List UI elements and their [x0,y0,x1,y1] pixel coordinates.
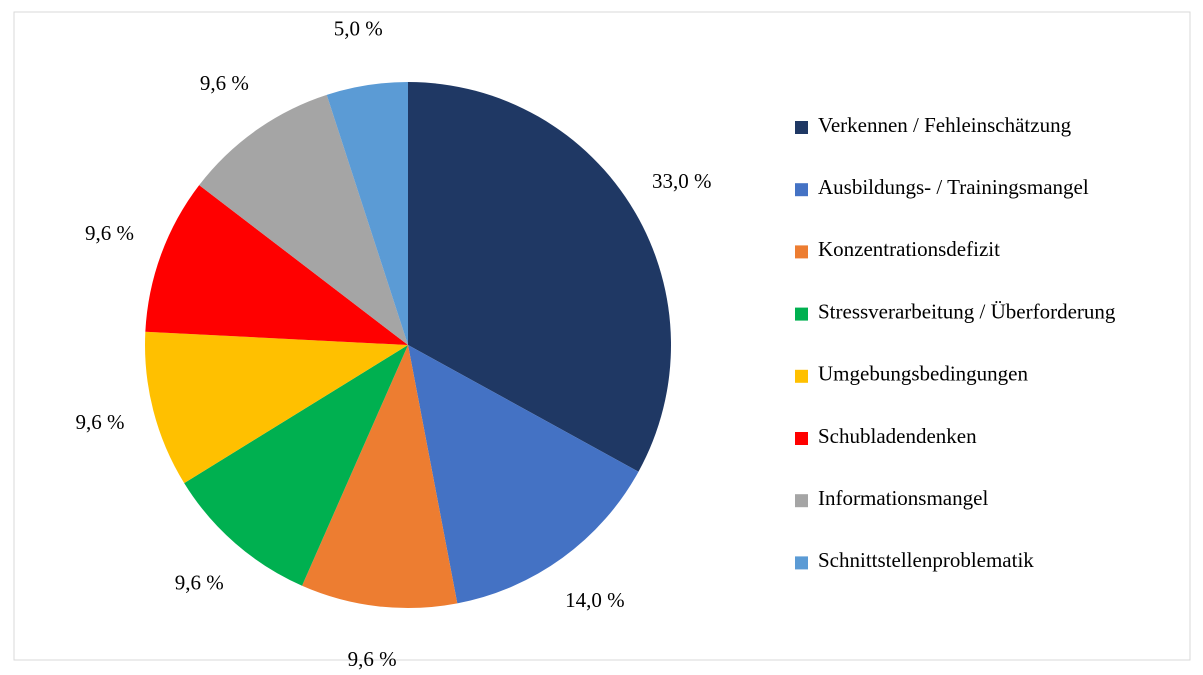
pie-slice [184,345,408,586]
pie-slice [199,94,408,346]
pie-slice [145,185,408,345]
legend-label: Umgebungsbedingungen [818,362,1028,386]
data-label: 9,6 % [348,647,397,670]
legend-swatch [795,245,808,259]
legend-swatch [795,183,808,197]
legend-label: Informationsmangel [818,486,988,510]
pie-slice [302,345,458,609]
pie-slice [145,331,408,484]
legend-label: Verkennen / Fehleinschätzung [818,113,1072,137]
legend-swatch [795,307,808,321]
legend-swatch [795,369,808,383]
data-label: 9,6 % [200,71,249,95]
pie-slice [408,345,639,604]
data-label: 9,6 % [175,571,224,595]
legend-label: Schubladendenken [818,424,977,448]
legend-swatch [795,432,808,445]
data-label: 14,0 % [565,588,625,612]
legend-label: Stressverarbeitung / Überforderung [818,299,1116,323]
data-label: 5,0 % [334,17,383,41]
data-label: 9,6 % [85,221,134,245]
pie-slice [326,82,408,345]
data-label: 33,0 % [652,169,712,193]
legend-label: Konzentrationsdefizit [818,237,1000,261]
legend-label: Ausbildungs- / Trainingsmangel [818,175,1089,199]
legend-swatch [795,121,808,134]
legend-swatch [795,494,808,508]
data-label: 9,6 % [75,410,124,434]
legend-swatch [795,556,808,570]
pie-slice [408,82,671,472]
legend-label: Schnittstellenproblematik [818,548,1034,572]
